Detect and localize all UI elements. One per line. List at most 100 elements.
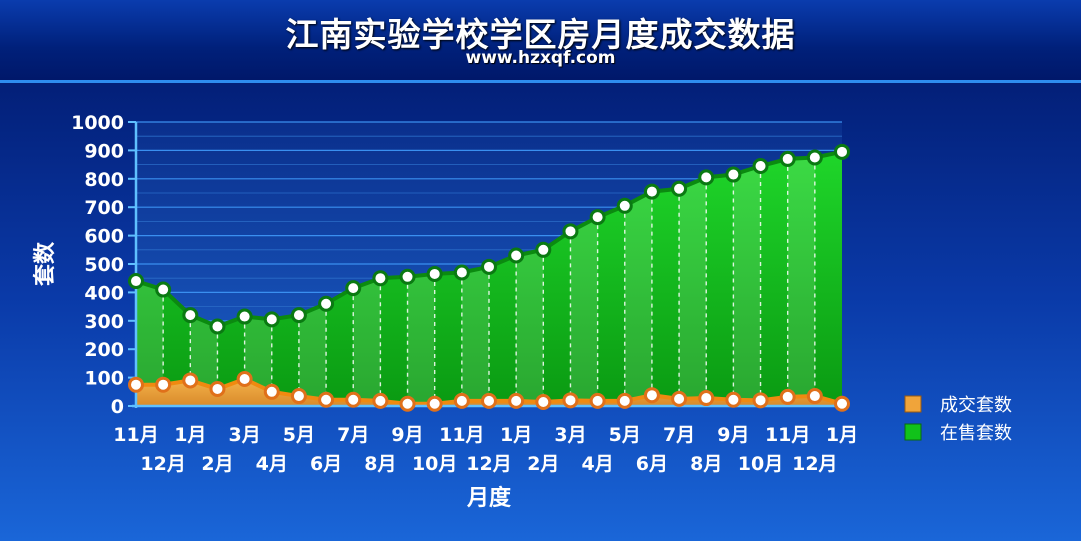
y-tick-label: 700 [84, 197, 124, 219]
y-tick-label: 800 [84, 169, 124, 191]
y-tick-label: 400 [84, 282, 124, 304]
y-tick-label: 300 [84, 311, 124, 333]
x-tick-label: 5月 [609, 424, 641, 446]
legend-item-sold: 成交套数 [904, 395, 1012, 416]
x-tick-label: 12月 [466, 453, 511, 475]
onsale-point [698, 169, 715, 186]
x-tick-label: 9月 [391, 424, 423, 446]
x-tick-label: 8月 [364, 453, 396, 475]
x-tick-label: 11月 [113, 424, 158, 446]
x-tick-label: 1月 [174, 424, 206, 446]
sold-point [345, 391, 362, 408]
onsale-point [806, 149, 823, 166]
series-onsale-area [136, 151, 842, 406]
onsale-point [671, 180, 688, 197]
onsale-point [508, 247, 525, 264]
onsale-point [834, 143, 850, 160]
y-tick-label: 600 [84, 226, 124, 248]
y-tick-label: 900 [84, 140, 124, 162]
sold-point [263, 383, 280, 400]
onsale-point [290, 307, 307, 324]
sold-point [399, 395, 416, 412]
x-tick-label: 8月 [690, 453, 722, 475]
sold-point [372, 392, 389, 409]
onsale-point [535, 241, 552, 258]
x-tick-label: 9月 [717, 424, 749, 446]
sold-point [806, 388, 823, 405]
x-tick-label: 1月 [500, 424, 532, 446]
y-tick-label: 1000 [71, 112, 124, 134]
x-tick-label: 5月 [283, 424, 315, 446]
y-tick-label: 500 [84, 254, 124, 276]
onsale-point [263, 311, 280, 328]
onsale-point [752, 158, 769, 175]
sold-point [562, 392, 579, 409]
x-tick-labels: 11月 12月 1月 2月 3月 4月 5月 6月 7月 8月 9月 10月 11月 12月 1月 2月 3月 4… [113, 424, 858, 475]
sold-point [535, 394, 552, 411]
legend-label-onsale: 在售套数 [940, 423, 1012, 444]
onsale-point [779, 150, 796, 167]
y-tick-label: 100 [84, 368, 124, 390]
x-tick-label: 6月 [310, 453, 342, 475]
onsale-point [128, 273, 144, 290]
sold-point [671, 390, 688, 407]
y-tick-label: 0 [111, 396, 124, 418]
onsale-point [616, 197, 633, 214]
sold-point [426, 395, 443, 412]
sold-point [318, 391, 335, 408]
onsale-point [643, 183, 660, 200]
vertical-dashes [162, 165, 816, 406]
sold-point [698, 390, 715, 407]
y-axis-title: 套数 [32, 241, 58, 286]
series-onsale-points [128, 143, 850, 335]
onsale-point [399, 268, 416, 285]
sold-point [725, 391, 742, 408]
onsale-point [209, 318, 226, 335]
sold-point [209, 380, 226, 397]
onsale-point [318, 295, 335, 312]
onsale-point [453, 264, 470, 281]
onsale-point [562, 223, 579, 240]
chart-subtitle: www.hzxqf.com [465, 48, 616, 68]
x-tick-label: 3月 [228, 424, 260, 446]
series-sold-points [128, 371, 850, 412]
y-tick-label: 200 [84, 339, 124, 361]
x-tick-label: 12月 [140, 453, 185, 475]
y-tick-labels: 0 100 200 300 400 500 600 700 800 900 1000 [71, 112, 124, 418]
x-axis-title: 月度 [466, 485, 512, 511]
onsale-point [182, 307, 199, 324]
sold-point [834, 395, 850, 412]
x-tick-label: 1月 [826, 424, 858, 446]
x-tick-label: 4月 [256, 453, 288, 475]
column-stripe [733, 151, 761, 406]
onsale-point [725, 166, 742, 183]
sold-point [508, 392, 525, 409]
onsale-point [426, 265, 443, 282]
sold-point [290, 388, 307, 405]
onsale-point [236, 308, 253, 325]
sold-point [236, 371, 253, 388]
onsale-point [481, 258, 497, 275]
x-tick-label: 7月 [663, 424, 695, 446]
sold-point [779, 388, 796, 405]
sold-point [616, 392, 633, 409]
x-tick-label: 10月 [738, 453, 783, 475]
sold-point [182, 372, 199, 389]
chart-header: 江南实验学校学区房月度成交数据 www.hzxqf.com [0, 0, 1081, 83]
chart-title: 江南实验学校学区房月度成交数据 [285, 15, 796, 54]
x-tick-label: 4月 [581, 453, 613, 475]
onsale-point [345, 280, 362, 297]
sold-point [155, 376, 172, 393]
x-tick-label: 3月 [554, 424, 586, 446]
legend-item-onsale: 在售套数 [904, 423, 1012, 444]
column-stripe [787, 151, 815, 406]
legend-swatch-onsale [904, 423, 922, 441]
sold-point [481, 392, 497, 409]
onsale-point [372, 270, 389, 287]
x-tick-label: 11月 [439, 424, 484, 446]
x-tick-label: 2月 [201, 453, 233, 475]
x-tick-label: 7月 [337, 424, 369, 446]
x-tick-label: 10月 [412, 453, 457, 475]
